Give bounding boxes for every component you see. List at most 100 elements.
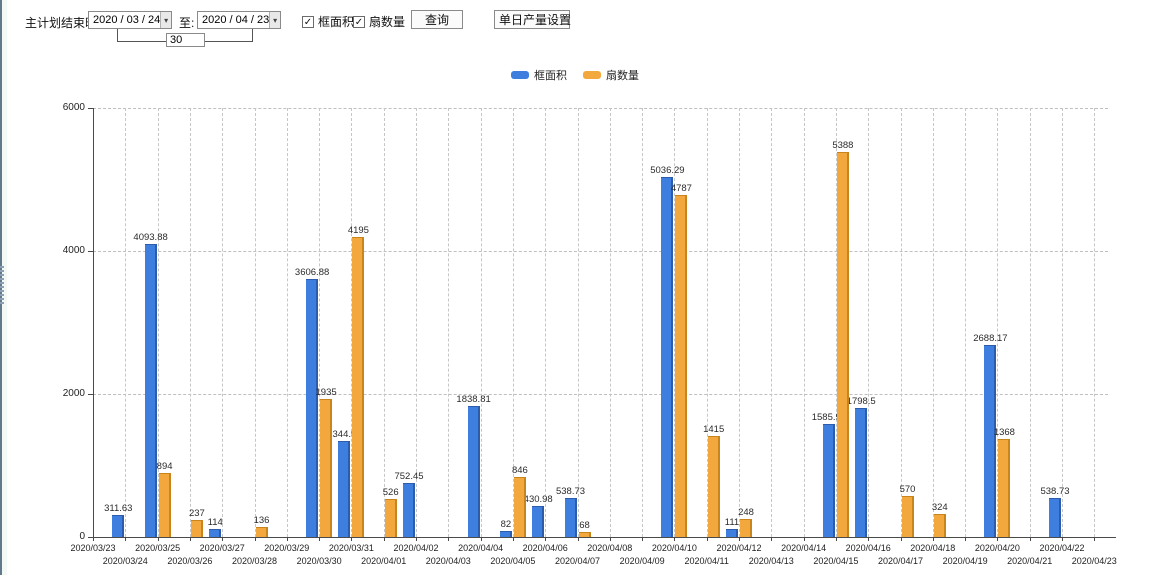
splitter-grip[interactable]	[0, 266, 4, 304]
x-axis-tick	[416, 537, 417, 541]
x-axis-tick	[771, 537, 773, 541]
interval-days-input[interactable]	[166, 33, 205, 47]
date-from-picker[interactable]: 2020 / 03 / 24 ▾	[88, 11, 172, 29]
chevron-down-icon[interactable]: ▾	[160, 12, 171, 28]
frame-area-checkbox[interactable]: ✓ 框面积	[302, 13, 354, 30]
x-axis-tick	[609, 537, 611, 541]
bar-fan-count	[740, 519, 752, 537]
bar-frame-area	[1049, 498, 1061, 537]
x-axis-tick	[868, 537, 870, 541]
toolbar: 主计划结束时间: 2020 / 03 / 24 ▾ 至: 2020 / 04 /…	[0, 0, 1150, 58]
bar-frame-area	[726, 529, 738, 537]
y-axis-label: 6000	[62, 102, 85, 113]
bar-fan-count	[901, 496, 914, 537]
y-axis-tick	[88, 537, 93, 538]
x-gridline	[416, 108, 417, 537]
y-axis-tick	[88, 108, 93, 109]
x-axis-line	[93, 537, 1117, 538]
bar-fan-count	[933, 514, 946, 537]
bar-value-label: 894	[156, 461, 173, 472]
x-axis-label: 2020/04/12	[716, 543, 762, 553]
bar-fan-count	[578, 532, 591, 537]
x-gridline	[609, 108, 611, 537]
bar-value-label: 4787	[670, 183, 692, 194]
x-gridline	[512, 108, 514, 537]
x-axis-label: 2020/04/13	[748, 556, 794, 566]
x-axis-label: 2020/03/26	[167, 556, 213, 566]
x-axis-label: 2020/03/24	[102, 556, 148, 566]
x-axis-label: 2020/03/25	[135, 543, 181, 553]
y-axis-label: 4000	[62, 245, 85, 256]
x-axis-label: 2020/04/16	[845, 543, 891, 553]
daily-output-settings-button[interactable]: 单日产量设置	[494, 10, 571, 29]
x-axis-tick	[93, 537, 94, 541]
legend-swatch	[583, 71, 601, 79]
fan-count-checkbox-label: 扇数量	[369, 15, 406, 29]
x-gridline	[900, 108, 902, 537]
bar-frame-area	[822, 424, 835, 537]
x-axis-label: 2020/04/14	[781, 543, 827, 553]
x-gridline	[835, 108, 837, 537]
bar-frame-area	[112, 515, 125, 537]
bar-frame-area	[306, 279, 319, 537]
x-axis-tick	[1029, 537, 1031, 541]
x-axis-tick	[157, 537, 159, 541]
x-gridline	[189, 108, 191, 537]
x-gridline	[351, 108, 353, 537]
x-axis-label: 2020/04/08	[587, 543, 633, 553]
bar-frame-area	[564, 498, 577, 537]
bar-value-label: 1585.96	[811, 412, 847, 423]
x-axis-label: 2020/03/29	[264, 543, 310, 553]
bar-fan-count	[320, 399, 333, 537]
bar-value-label: 1344.95	[327, 429, 362, 440]
bar-frame-area	[499, 531, 512, 537]
x-axis-tick	[932, 537, 934, 541]
x-gridline	[1029, 108, 1031, 537]
bar-fan-count	[836, 152, 849, 537]
x-axis-label: 2020/04/02	[393, 543, 439, 553]
x-axis-tick	[222, 537, 224, 541]
x-gridline	[157, 108, 159, 537]
y-gridline	[93, 108, 1109, 109]
x-gridline	[965, 108, 967, 537]
x-gridline	[448, 108, 450, 537]
chevron-down-icon[interactable]: ▾	[269, 12, 280, 28]
x-axis-tick	[319, 537, 321, 541]
x-axis-tick	[545, 537, 547, 541]
bar-value-label: 430.98	[523, 494, 553, 505]
x-gridline	[222, 108, 224, 537]
bar-frame-area	[403, 483, 415, 537]
bar-value-label: 1935	[315, 387, 337, 398]
bar-frame-area	[467, 406, 480, 537]
x-axis-label: 2020/04/11	[684, 556, 729, 566]
bar-value-label: 111	[724, 517, 740, 528]
bar-value-label: 68	[579, 520, 590, 531]
x-axis-label: 2020/04/04	[458, 543, 504, 553]
x-axis-label: 2020/04/10	[651, 543, 697, 553]
y-axis-tick	[88, 251, 93, 252]
date-to-picker[interactable]: 2020 / 04 / 23 ▾	[197, 11, 281, 29]
bar-value-label: 4195	[347, 225, 369, 236]
bar-value-label: 538.73	[555, 486, 586, 497]
x-axis-label: 2020/04/23	[1071, 556, 1117, 566]
x-axis-tick	[965, 537, 967, 541]
query-button[interactable]: 查询	[411, 10, 463, 29]
x-gridline	[739, 108, 740, 537]
x-axis-label: 2020/04/15	[813, 556, 859, 566]
x-axis-label: 2020/04/01	[361, 556, 407, 566]
x-gridline	[254, 108, 256, 537]
to-label: 至:	[179, 16, 195, 30]
legend-label: 框面积	[534, 70, 567, 82]
x-gridline	[383, 108, 385, 537]
bar-frame-area	[532, 506, 545, 537]
fan-count-checkbox[interactable]: ✓ 扇数量	[353, 13, 405, 30]
x-axis-tick	[706, 537, 708, 541]
x-axis-tick	[997, 537, 999, 541]
x-axis-tick	[835, 537, 837, 541]
x-gridline	[803, 108, 805, 537]
x-axis-tick	[383, 537, 385, 541]
bar-value-label: 2688.17	[973, 333, 1008, 344]
x-axis-tick	[1062, 537, 1063, 541]
bar-frame-area	[984, 345, 997, 537]
